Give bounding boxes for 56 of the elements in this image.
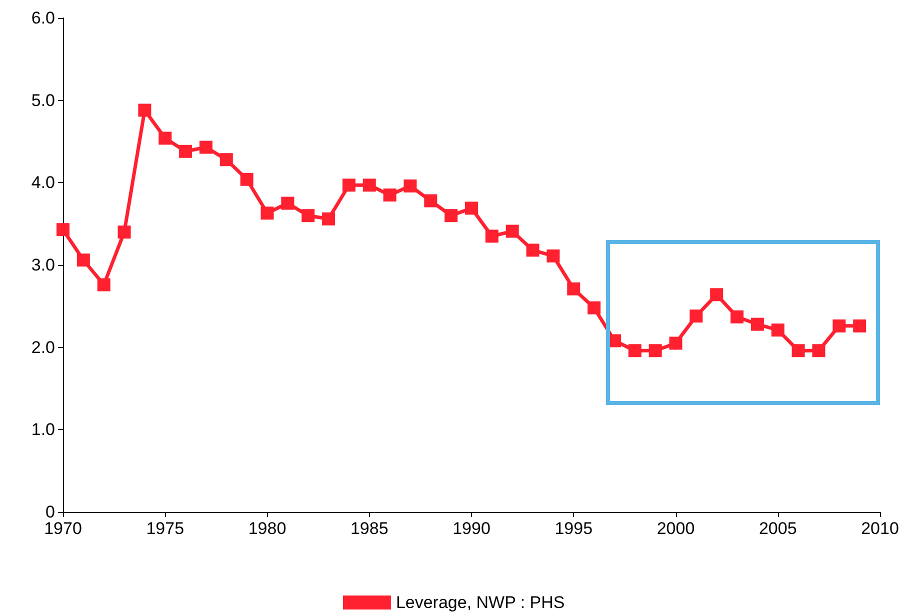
point <box>240 172 254 186</box>
y-tick-label: 1.0 <box>31 420 55 440</box>
point <box>730 310 744 324</box>
x-tick-label: 2005 <box>758 519 797 538</box>
point <box>628 344 642 358</box>
x-tick-label: 1985 <box>350 519 388 538</box>
point <box>362 178 376 192</box>
x-tick-label: 1990 <box>452 519 490 538</box>
point <box>567 282 580 296</box>
y-tick-label: 0 <box>46 502 55 522</box>
point <box>138 104 152 117</box>
point <box>690 310 703 323</box>
point <box>424 194 438 208</box>
point <box>56 223 70 236</box>
x-tick-label: 1980 <box>248 519 286 538</box>
y-tick-label: 3.0 <box>31 256 55 274</box>
point <box>342 178 356 192</box>
point <box>710 288 724 302</box>
point <box>383 188 396 202</box>
x-tick-label: 1970 <box>44 519 82 538</box>
point <box>444 209 458 222</box>
point <box>853 319 866 332</box>
point <box>220 153 233 166</box>
y-tick-label: 4.0 <box>31 173 55 192</box>
point <box>792 344 805 358</box>
point <box>281 196 294 210</box>
y-tick-label: 6.0 <box>31 8 55 28</box>
point <box>179 144 192 158</box>
x-tick-label: 2010 <box>861 519 899 538</box>
x-tick-label: 1975 <box>146 519 184 538</box>
point <box>526 244 540 257</box>
y-tick-label: 2.0 <box>31 338 55 357</box>
point <box>158 132 172 145</box>
point <box>669 336 682 350</box>
point <box>546 249 560 262</box>
x-tick-label: 2000 <box>656 519 695 538</box>
point <box>812 344 826 358</box>
point <box>322 212 336 226</box>
y-tick-label: 5.0 <box>31 90 55 110</box>
point <box>832 319 846 332</box>
point <box>118 226 131 239</box>
point <box>485 230 498 243</box>
point <box>199 140 212 154</box>
point <box>771 324 784 337</box>
point <box>97 278 110 292</box>
point <box>648 344 662 358</box>
point <box>750 318 764 331</box>
point <box>302 209 315 222</box>
point <box>465 202 478 215</box>
point <box>260 206 274 220</box>
point <box>588 301 601 314</box>
point <box>506 224 519 238</box>
x-tick-label: 1995 <box>554 519 593 538</box>
legend-label: Leverage, NWP : PHS <box>396 593 565 612</box>
point <box>404 179 417 192</box>
point <box>76 254 90 267</box>
